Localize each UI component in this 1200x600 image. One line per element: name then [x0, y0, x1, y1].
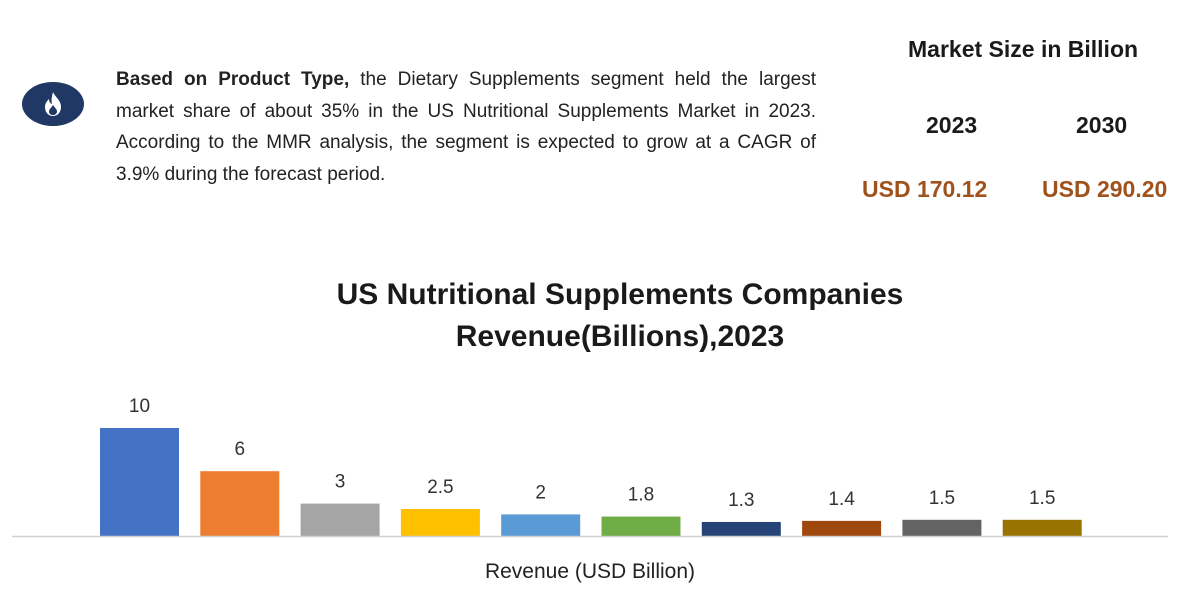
bar-8	[802, 520, 882, 536]
info-lead: Based on Product Type,	[116, 69, 350, 90]
info-icon-badge	[22, 82, 84, 126]
bar-10	[1002, 519, 1082, 536]
year-2023-label: 2023	[926, 112, 978, 138]
bar-7	[701, 521, 781, 536]
info-body: the Dietary Supplements segment held the…	[116, 69, 816, 185]
bar-6	[601, 516, 681, 536]
bar-value-label-2: 6	[235, 439, 246, 460]
bar-value-label-6: 1.8	[628, 485, 654, 506]
bar-9	[902, 519, 982, 536]
bar-value-label-4: 2.5	[427, 477, 453, 498]
bar-value-label-1: 10	[129, 396, 150, 417]
bar-4	[400, 509, 480, 536]
year-2030-label: 2030	[1076, 112, 1128, 138]
info-paragraph: Based on Product Type, the Dietary Suppl…	[116, 64, 816, 190]
market-value-2023: USD 170.12	[862, 176, 988, 202]
bar-value-label-9: 1.5	[929, 488, 955, 509]
bar-chart: 10 6 3 2.5 2 1.8 1.3 1.4 1.5 1.5	[12, 396, 1168, 538]
bar-value-label-10: 1.5	[1029, 488, 1055, 509]
bar-value-label-3: 3	[335, 472, 346, 493]
bar-2	[200, 471, 280, 536]
bar-value-label-7: 1.3	[728, 490, 754, 511]
chart-title-line1: US Nutritional Supplements Companies	[336, 278, 904, 311]
bar-value-label-5: 2	[535, 482, 546, 503]
bar-1	[100, 428, 179, 536]
chart-title-line2: Revenue(Billions),2023	[455, 320, 785, 353]
bar-value-label-8: 1.4	[828, 489, 855, 510]
market-size-title: Market Size in Billion	[908, 36, 1139, 62]
flame-icon	[45, 92, 61, 116]
market-value-2030: USD 290.20	[1042, 176, 1168, 202]
bar-3	[300, 503, 380, 536]
x-axis-label: Revenue (USD Billion)	[484, 560, 696, 583]
chart-title: US Nutritional Supplements Companies Rev…	[0, 274, 1200, 358]
bar-5	[501, 514, 581, 536]
